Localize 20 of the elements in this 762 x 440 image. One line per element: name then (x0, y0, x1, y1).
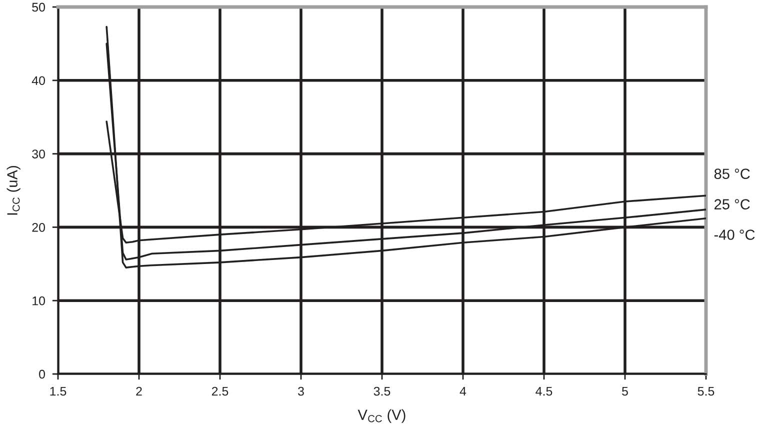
x-tick-label: 4.5 (536, 386, 552, 396)
x-tick-label: 1.5 (50, 386, 66, 396)
x-tick-label: 4 (460, 386, 466, 396)
x-tick-label: 2 (136, 386, 142, 396)
x-axis-title: V$_{CC}$ (V) (358, 409, 406, 423)
y-axis-title: I$_{CC}$ (uA) (6, 166, 20, 215)
x-tick-label: 3 (298, 386, 304, 396)
y-tick-label: 50 (32, 2, 46, 12)
y-tick-label: 10 (32, 296, 46, 306)
y-tick-label: 0 (39, 370, 46, 379)
x-tick-label: 3.5 (374, 386, 390, 396)
y-tick-label: 20 (32, 223, 46, 232)
y-tick-label: 40 (32, 76, 46, 86)
x-tick-label: 2.5 (212, 386, 228, 396)
series-label: -40 °C (714, 230, 755, 240)
x-tick-label: 5 (622, 386, 628, 396)
x-tick-label: 5.5 (698, 386, 714, 396)
y-tick-label: 30 (32, 150, 46, 158)
series-label: 85 °C (714, 168, 750, 179)
series-label: 25 °C (714, 199, 750, 210)
